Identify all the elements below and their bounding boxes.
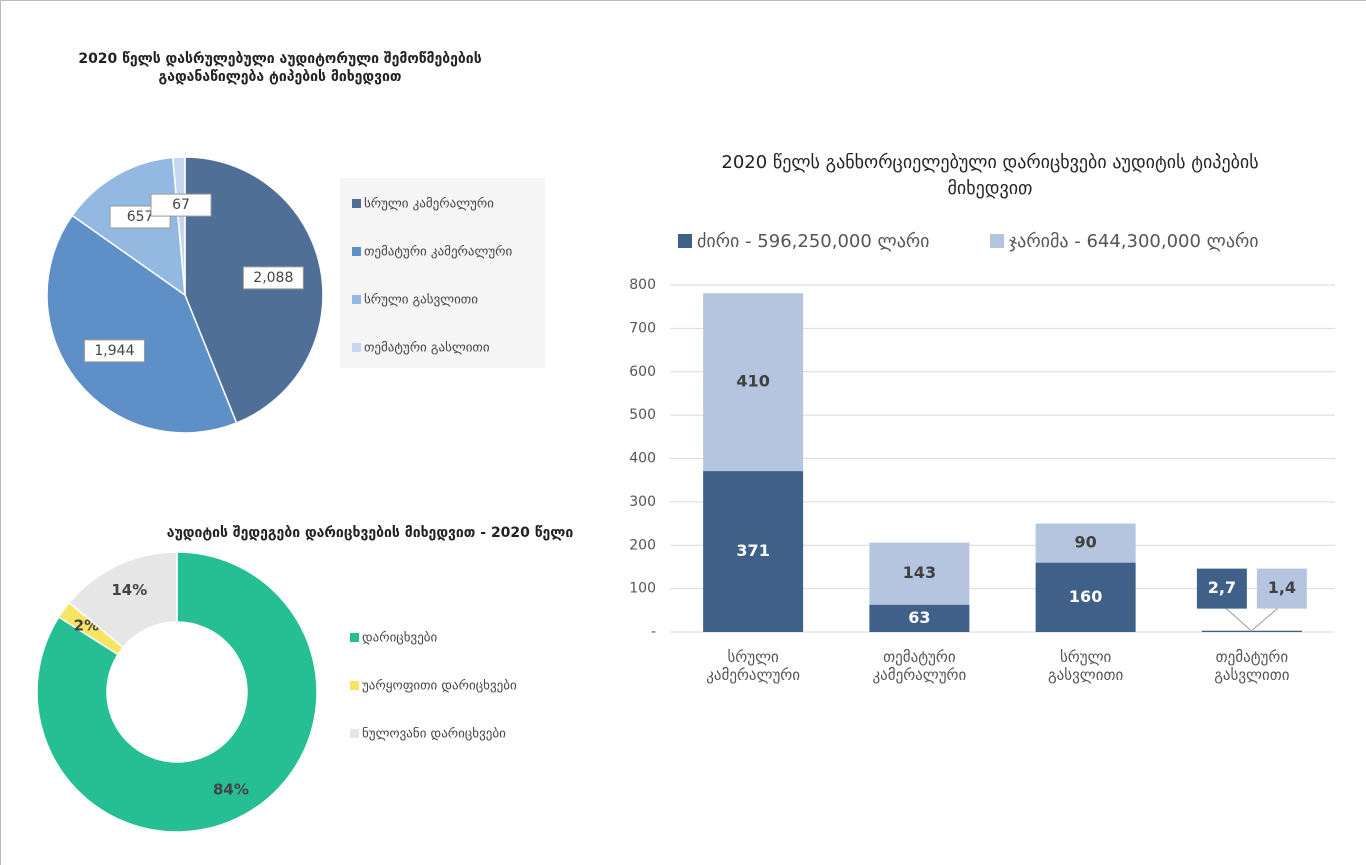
legend-swatch (350, 681, 359, 690)
legend-swatch (352, 247, 361, 256)
label-box (1256, 568, 1307, 609)
y-tick-label: 400 (629, 451, 656, 467)
data-label: 63 (908, 608, 930, 627)
donut-title: აუდიტის შედეგები დარიცხვების მიხედვით - … (166, 525, 574, 541)
slice (46, 214, 238, 434)
legend-label: ნულოვანი დარიცხვები (362, 727, 506, 742)
callout (1221, 604, 1253, 632)
y-tick-label: 100 (629, 581, 656, 597)
slice (171, 156, 186, 296)
slice (184, 156, 324, 424)
data-label: 160 (1069, 587, 1102, 606)
data-label: 143 (903, 563, 936, 582)
data-label: 657 (127, 209, 154, 225)
data-label: 90 (1074, 533, 1096, 552)
data-label: 2,7 (1208, 578, 1236, 597)
legend-label: სრული გასვლითი (364, 293, 478, 308)
pie-title: 2020 წელს დასრულებული აუდიტორული შემოწმე… (78, 51, 482, 85)
bar-segment (703, 293, 804, 472)
legend-label: ძირი - 596,250,000 ლარი (697, 231, 929, 252)
slice (36, 551, 318, 833)
legend-swatch (990, 234, 1004, 248)
legend-box (340, 178, 545, 368)
x-tick-label: თემატური გასვლითი (1214, 648, 1290, 684)
data-label: 1,944 (94, 343, 134, 359)
data-label: 14% (111, 581, 147, 599)
data-label: 2,088 (253, 270, 293, 286)
label-box (150, 193, 212, 217)
slice (68, 551, 178, 649)
legend-label: თემატური კამერალური (364, 245, 512, 260)
legend-label: ჯარიმა - 644,300,000 ლარი (1009, 231, 1259, 252)
bar-segment (869, 604, 970, 632)
y-tick-label: 500 (629, 407, 656, 423)
legend-swatch (350, 729, 359, 738)
data-label: 67 (172, 197, 190, 213)
x-tick-label: სრული გასვლითი (1047, 648, 1124, 684)
legend-label: უარყოფითი დარიცხვები (362, 679, 517, 694)
legend-label: დარიცხვები (362, 631, 438, 646)
legend-label: თემატური გასლითი (364, 341, 490, 356)
y-tick-label: 800 (629, 277, 656, 293)
legend-swatch (352, 343, 361, 352)
data-label: 371 (736, 541, 769, 560)
label-box (242, 266, 304, 290)
legend-swatch (352, 199, 361, 208)
callout (1251, 604, 1283, 631)
x-tick-label: სრული კამერალური (706, 648, 801, 684)
y-tick-label: 300 (629, 494, 656, 510)
y-tick-label: 200 (629, 537, 656, 553)
legend-swatch (678, 234, 692, 248)
legend-swatch (352, 295, 361, 304)
data-label: 1,4 (1268, 578, 1296, 597)
bar-segment (1035, 523, 1136, 563)
legend-label: სრული კამერალური (364, 197, 494, 212)
label-box (83, 339, 145, 363)
y-tick-label: 700 (629, 320, 656, 336)
bar-segment (1035, 562, 1136, 632)
data-label: 84% (213, 781, 249, 799)
label-box (1196, 568, 1247, 609)
bar-title: 2020 წელს განხორციელებული დარიცხვები აუდ… (721, 152, 1259, 199)
bar-segment (869, 542, 970, 605)
legend-swatch (350, 633, 359, 642)
bar-segment (703, 471, 804, 632)
y-tick-label: - (651, 624, 656, 640)
x-tick-label: თემატური კამერალური (872, 648, 967, 684)
y-tick-label: 600 (629, 364, 656, 380)
data-label: 410 (736, 372, 769, 391)
